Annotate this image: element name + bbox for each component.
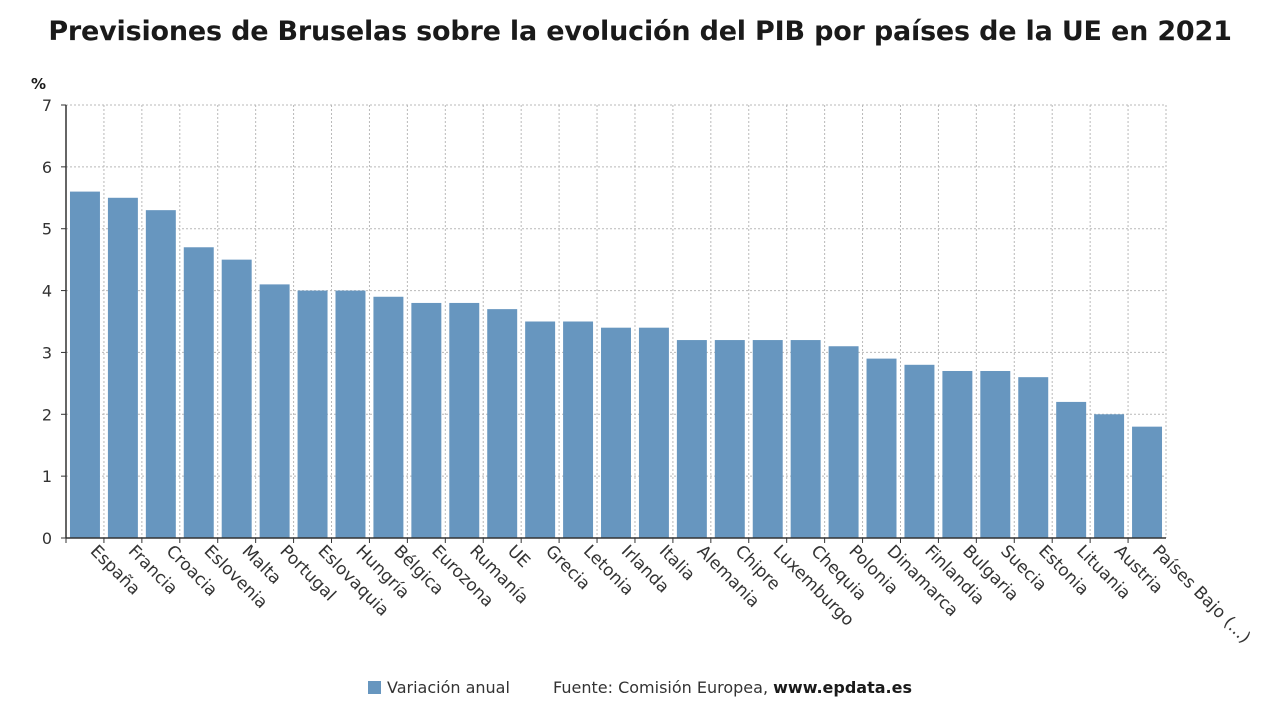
- bar: [1132, 426, 1163, 538]
- bar: [638, 327, 669, 538]
- bar: [449, 302, 480, 538]
- bar: [411, 302, 442, 538]
- bar: [752, 340, 783, 538]
- bar: [69, 191, 100, 538]
- bar: [259, 284, 290, 538]
- y-tick-label: 2: [42, 405, 52, 424]
- bar: [790, 340, 821, 538]
- bar: [183, 247, 214, 538]
- bar: [714, 340, 745, 538]
- bar: [676, 340, 707, 538]
- bar: [107, 197, 138, 539]
- y-axis-ticks: 0 1 2 3 4 5 6 7: [42, 96, 66, 548]
- y-tick-label: 0: [42, 529, 52, 548]
- source-label: Fuente: Comisión Europea,: [553, 678, 769, 697]
- source-site: www.epdata.es: [773, 678, 912, 697]
- x-category-label: Países Bajo (...): [1148, 541, 1254, 647]
- bar: [145, 210, 176, 538]
- bar: [563, 321, 594, 538]
- bar-chart: % 0 1 2 3 4 5 6 7 EspañaFranciaCroaciaEslovenia…: [31, 75, 1254, 648]
- bar: [942, 370, 973, 538]
- chart-axes: [65, 105, 1166, 539]
- y-tick-label: 1: [42, 467, 52, 486]
- bar: [866, 358, 897, 538]
- chart-title: Previsiones de Bruselas sobre la evoluci…: [48, 16, 1232, 47]
- bar: [1056, 401, 1087, 538]
- legend-swatch: [368, 681, 381, 694]
- bar: [1018, 377, 1049, 538]
- bar: [487, 309, 518, 538]
- y-tick-label: 5: [42, 220, 52, 239]
- bar: [373, 296, 404, 538]
- bar: [601, 327, 631, 538]
- y-tick-label: 3: [42, 343, 52, 362]
- bar: [221, 259, 252, 538]
- chart-bars: [69, 191, 1163, 539]
- chart-footer: Variación anual Fuente: Comisión Europea…: [0, 678, 1280, 697]
- legend-item: Variación anual: [368, 678, 510, 697]
- bar: [980, 370, 1011, 538]
- x-category-label: UE: [503, 541, 534, 572]
- legend-label: Variación anual: [387, 678, 510, 697]
- bar: [828, 346, 859, 538]
- bar: [335, 290, 366, 538]
- bar: [525, 321, 556, 538]
- y-tick-label: 6: [42, 158, 52, 177]
- bar: [297, 290, 328, 538]
- bar: [904, 364, 935, 538]
- y-tick-label: 4: [42, 282, 52, 301]
- bar: [1094, 414, 1125, 538]
- y-tick-label: 7: [42, 96, 52, 115]
- y-axis-unit-label: %: [31, 75, 46, 93]
- x-axis-labels: EspañaFranciaCroaciaEsloveniaMaltaPortug…: [65, 538, 1254, 648]
